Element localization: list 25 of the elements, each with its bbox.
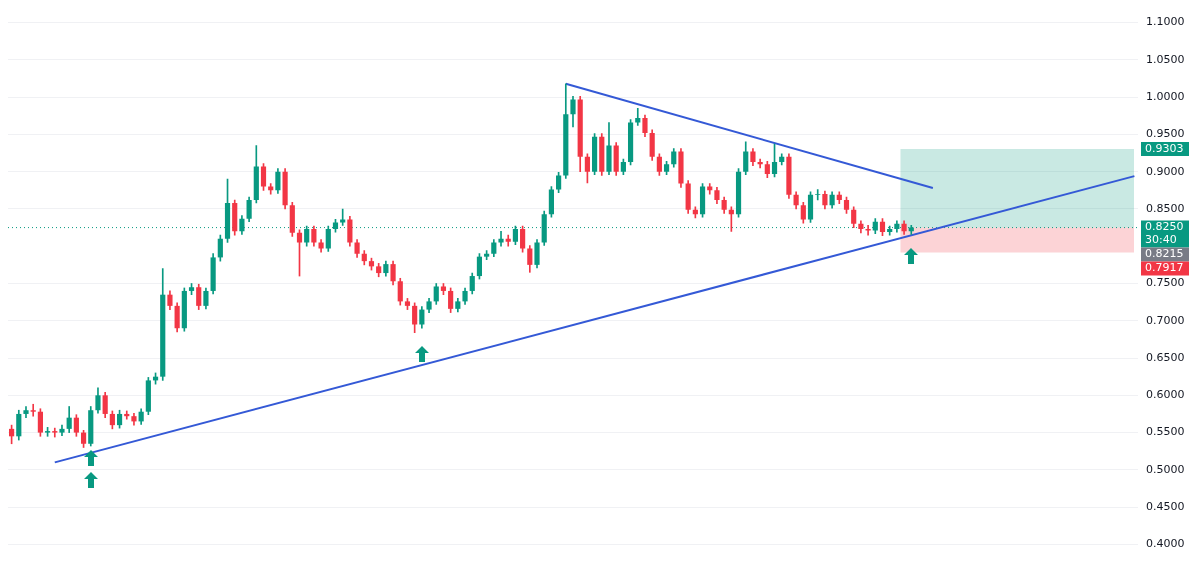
y-tick-label: 0.7000 [1146, 313, 1185, 327]
band-label: 0.7917 [1145, 261, 1184, 275]
candlestick [340, 208, 346, 226]
y-tick-label: 0.5000 [1146, 462, 1185, 476]
y-tick-label: 0.4000 [1146, 537, 1185, 551]
y-tick-label: 0.7500 [1146, 276, 1185, 290]
candlestick [865, 225, 871, 236]
candlestick [505, 234, 511, 247]
y-tick-label: 1.0000 [1146, 90, 1185, 103]
y-tick-label: 0.9500 [1146, 127, 1185, 141]
y-tick-label: 1.0500 [1146, 52, 1185, 66]
candlestick [30, 403, 36, 417]
ref-line-label: 0.8250 [1145, 220, 1184, 234]
y-tick-label: 0.5500 [1146, 425, 1185, 439]
candlestick [815, 189, 821, 201]
y-tick-label: 0.8500 [1146, 201, 1185, 215]
y-tick-label: 0.6000 [1146, 388, 1185, 402]
band-label: 0.9303 [1145, 141, 1184, 155]
candlestick [498, 230, 504, 247]
y-tick-label: 0.4500 [1146, 499, 1185, 513]
y-tick-label: 0.6500 [1146, 350, 1185, 364]
y-tick-label: 1.1000 [1146, 15, 1185, 29]
text: 30:40 [1145, 233, 1177, 247]
text: 0.8215 [1145, 247, 1184, 261]
y-tick-label: 0.9000 [1146, 164, 1185, 178]
